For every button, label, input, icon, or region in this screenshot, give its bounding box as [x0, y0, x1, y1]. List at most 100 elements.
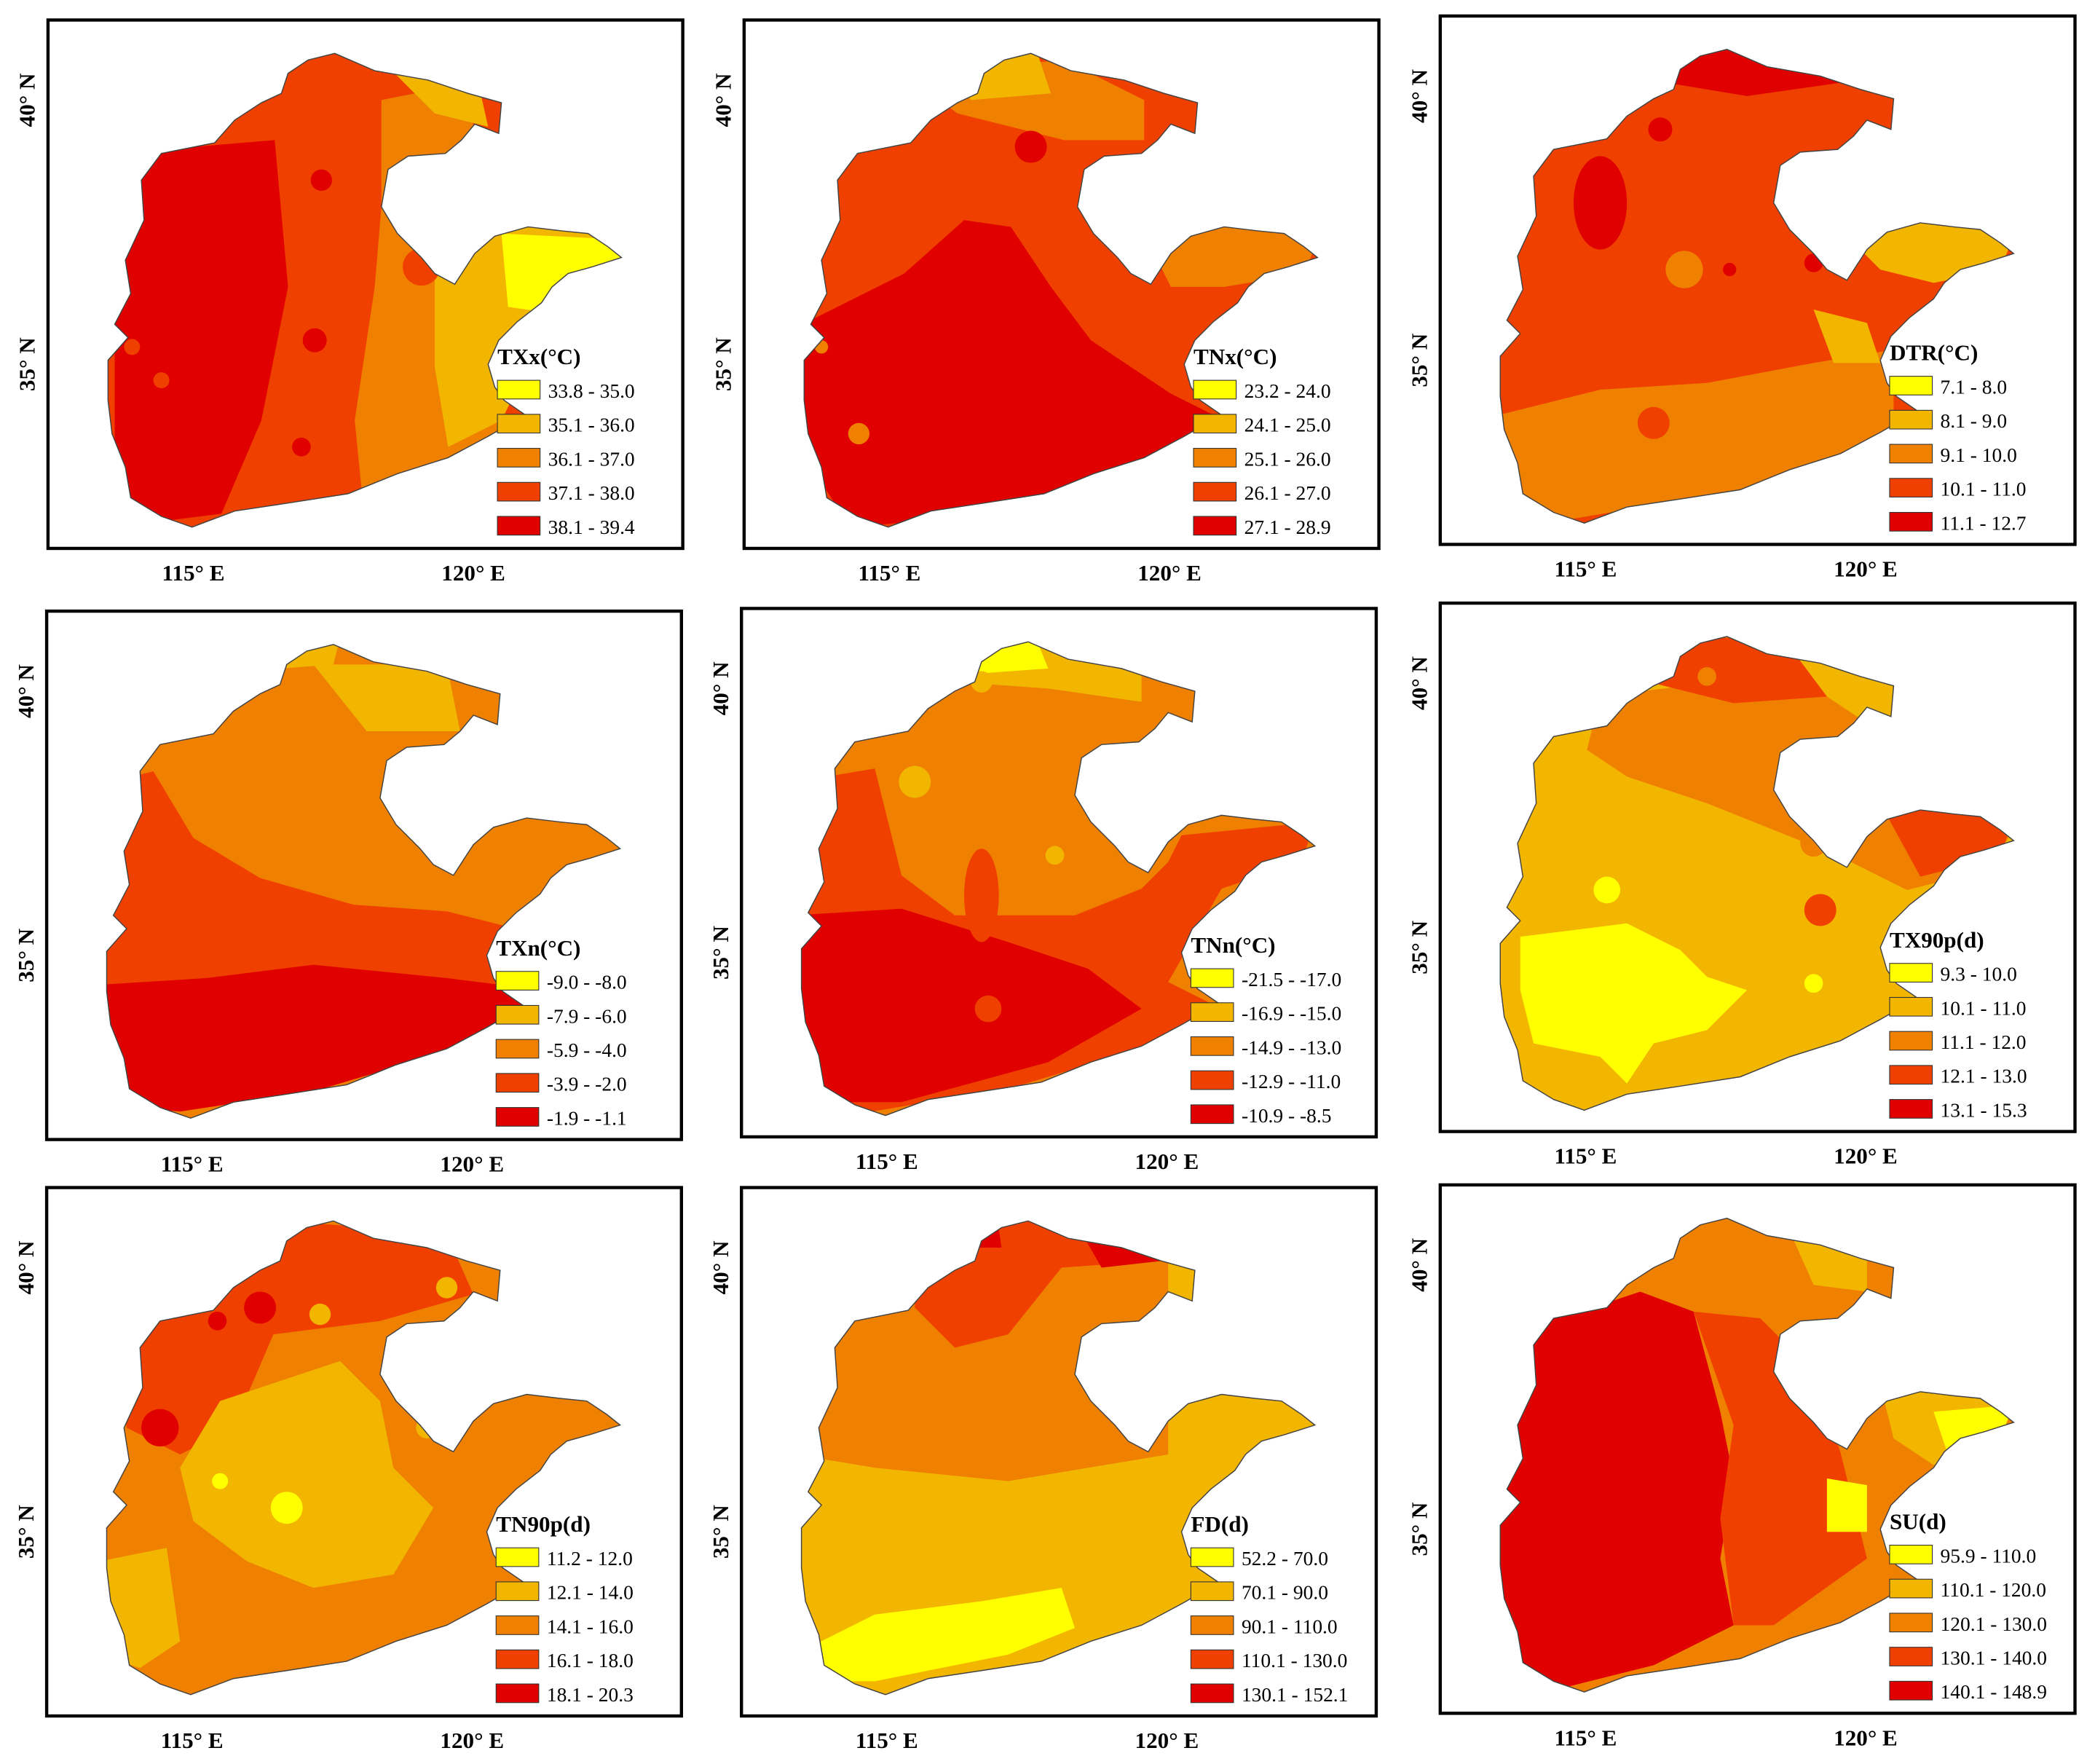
zone	[244, 1291, 277, 1324]
legend-label: 33.8 - 35.0	[548, 380, 635, 402]
zone	[801, 1588, 1076, 1682]
panel-txx: 40° N 35° N 115° E 120° E TXx(°C) 33.8 - 35.0…	[15, 18, 685, 586]
legend-swatch	[1889, 1613, 1933, 1633]
zone	[801, 908, 1142, 1103]
zone	[1045, 846, 1065, 865]
x-tick-label: 115° E	[859, 560, 921, 586]
legend-swatch	[1193, 379, 1237, 400]
legend-label: 140.1 - 148.9	[1941, 1681, 2047, 1703]
legend-label: 27.1 - 28.9	[1244, 516, 1331, 538]
y-tick-label: 40° N	[711, 73, 736, 127]
y-tick-label: 35° N	[1407, 920, 1432, 974]
x-tick-label: 115° E	[856, 1149, 918, 1174]
legend-swatch	[1889, 1680, 1933, 1701]
legend-label: -5.9 - -4.0	[547, 1039, 627, 1061]
y-tick-label: 35° N	[1407, 1502, 1432, 1556]
panel-su: 40° N 35° N 115° E 120° E SU(d) 95.9 - 110.0 1…	[1407, 1183, 2077, 1750]
zone	[1573, 156, 1628, 250]
zone	[106, 964, 553, 1112]
legend-label: 90.1 - 110.0	[1242, 1615, 1338, 1637]
x-tick-label: 120° E	[440, 1728, 504, 1753]
legend-swatch	[1889, 1031, 1933, 1051]
region-outline	[1499, 49, 2015, 524]
zone	[114, 140, 288, 527]
legend-label: 52.2 - 70.0	[1242, 1548, 1328, 1570]
region-outline	[803, 52, 1319, 528]
y-tick-label: 35° N	[1407, 333, 1432, 387]
legend-title: TNn(°C)	[1191, 932, 1275, 958]
zone	[309, 1303, 331, 1326]
legend-swatch	[497, 414, 541, 434]
zone	[180, 1361, 434, 1588]
zone	[964, 848, 999, 942]
legend-swatch	[1889, 1578, 1933, 1599]
legend-label: 120.1 - 130.0	[1941, 1613, 2047, 1635]
zone	[124, 339, 141, 355]
zone	[1813, 310, 1881, 363]
zone	[1804, 974, 1823, 993]
region-outline	[800, 641, 1317, 1117]
x-tick-label: 115° E	[161, 1728, 224, 1753]
legend-label: -7.9 - -6.0	[547, 1005, 627, 1027]
legend-swatch	[1190, 1547, 1234, 1567]
legend: TN90p(d) 11.2 - 12.0 12.1 - 14.0 14.1 - 16.…	[495, 1511, 634, 1706]
x-tick-label: 120° E	[1137, 560, 1202, 586]
zone	[270, 1492, 303, 1524]
panel-txn: 40° N 35° N 115° E 120° E TXn(°C) -9.0 - -8.0…	[13, 609, 683, 1177]
x-tick-label: 115° E	[1554, 556, 1617, 581]
zone	[153, 372, 170, 389]
legend-swatch	[495, 971, 540, 991]
legend-title: SU(d)	[1890, 1509, 1946, 1535]
legend-swatch	[1889, 511, 1933, 532]
y-tick-label: 40° N	[1407, 1237, 1432, 1291]
legend-swatch	[1889, 1647, 1933, 1666]
y-tick-label: 40° N	[708, 1240, 733, 1294]
x-tick-label: 115° E	[856, 1728, 918, 1753]
panel-tx90p: 40° N 35° N 115° E 120° E TX90p(d) 9.3 - 10.0…	[1407, 601, 2077, 1169]
legend-label: 12.1 - 14.0	[547, 1582, 634, 1604]
legend-swatch	[1190, 1070, 1234, 1090]
legend-swatch	[495, 1649, 540, 1669]
legend-swatch	[495, 1581, 540, 1602]
panel-tn90p: 40° N 35° N 115° E 120° E TN90p(d) 11.2 - 12.…	[13, 1186, 683, 1753]
legend-label: 16.1 - 18.0	[547, 1650, 634, 1672]
legend-label: -16.9 - -15.0	[1242, 1003, 1341, 1025]
y-tick-label: 40° N	[708, 661, 733, 715]
legend-label: 10.1 - 11.0	[1941, 479, 2027, 500]
legend-label: 130.1 - 140.0	[1941, 1647, 2047, 1669]
y-tick-label: 40° N	[15, 73, 40, 127]
y-tick-label: 40° N	[13, 1240, 39, 1294]
legend-swatch	[1190, 1581, 1234, 1602]
legend-swatch	[495, 1547, 540, 1567]
zone	[313, 664, 460, 731]
zone	[1665, 251, 1703, 288]
x-tick-label: 120° E	[440, 1151, 504, 1177]
zone	[848, 422, 870, 445]
panel-tnx: 40° N 35° N 115° E 120° E TNx(°C) 23.2 - 24.0…	[711, 18, 1381, 586]
zone	[1693, 1311, 1867, 1626]
panel-dtr: 40° N 35° N 115° E 120° E DTR(°C) 7.1 - 8.0 8.…	[1407, 14, 2077, 581]
legend-label: 36.1 - 37.0	[548, 448, 635, 470]
zone	[292, 437, 311, 457]
legend-label: 10.1 - 11.0	[1941, 997, 2027, 1019]
legend-label: -9.0 - -8.0	[547, 972, 627, 993]
legend-label: 110.1 - 130.0	[1242, 1650, 1347, 1672]
legend: TNx(°C) 23.2 - 24.0 24.1 - 25.0 25.1 - 26.0…	[1193, 344, 1331, 538]
legend-swatch	[497, 379, 541, 400]
legend-swatch	[495, 1073, 540, 1093]
legend-label: 35.1 - 36.0	[548, 414, 635, 436]
legend: TNn(°C) -21.5 - -17.0 -16.9 - -15.0 -14.9 -…	[1190, 932, 1341, 1127]
legend-label: -1.9 - -1.1	[547, 1107, 627, 1129]
legend-label: 24.1 - 25.0	[1244, 414, 1331, 436]
legend: FD(d) 52.2 - 70.0 70.1 - 90.0 90.1 - 110.0 1…	[1190, 1511, 1348, 1706]
zone	[1014, 130, 1047, 163]
zone	[804, 220, 1225, 527]
y-tick-label: 40° N	[1407, 656, 1432, 710]
legend-label: 13.1 - 15.3	[1941, 1099, 2027, 1121]
legend: TXn(°C) -9.0 - -8.0 -7.9 - -6.0 -5.9 - -4.0…	[495, 935, 627, 1129]
legend-swatch	[497, 516, 541, 536]
legend-swatch	[1889, 444, 1933, 464]
y-tick-label: 35° N	[708, 926, 733, 980]
zone	[1723, 262, 1737, 277]
zone	[899, 765, 931, 798]
